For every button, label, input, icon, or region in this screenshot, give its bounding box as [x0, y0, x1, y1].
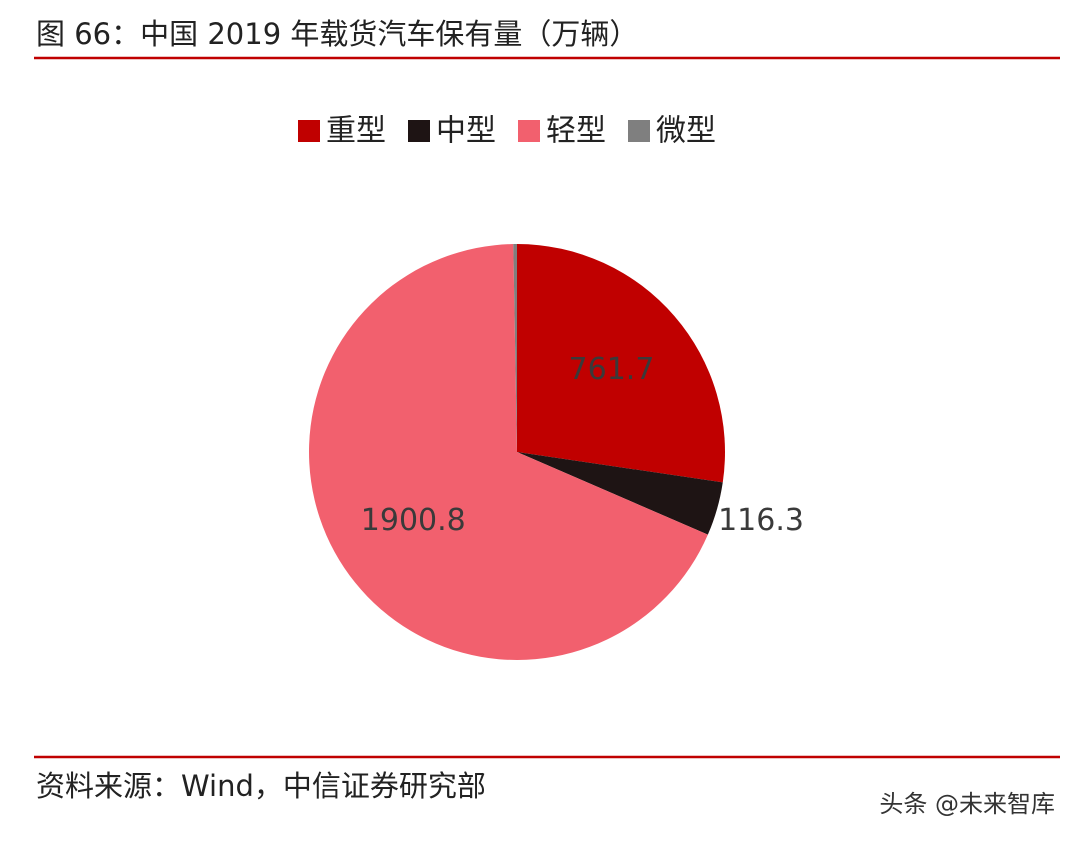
watermark: 头条 @未来智库 [879, 790, 1055, 818]
legend: 重型 中型 轻型 微型 [298, 114, 716, 149]
pie: 761.7 116.3 1900.8 [309, 244, 804, 661]
source: 资料来源：Wind，中信证券研究部 [36, 769, 486, 803]
pie-slice [309, 244, 708, 661]
legend-label: 中型 [436, 114, 496, 149]
pie-slice [517, 244, 725, 483]
legend-swatch [518, 120, 540, 142]
pie-slice [513, 244, 517, 452]
legend-label: 轻型 [546, 114, 606, 149]
chart-title: 图 66：中国 2019 年载货汽车保有量（万辆） [36, 17, 638, 51]
legend-label: 微型 [656, 114, 716, 149]
data-label: 761.7 [569, 352, 655, 387]
legend-swatch [298, 120, 320, 142]
legend-label: 重型 [326, 114, 386, 149]
data-label: 1900.8 [361, 503, 466, 538]
legend-swatch [408, 120, 430, 142]
pie-slice [517, 452, 723, 535]
data-label: 116.3 [718, 503, 804, 538]
legend-swatch [628, 120, 650, 142]
